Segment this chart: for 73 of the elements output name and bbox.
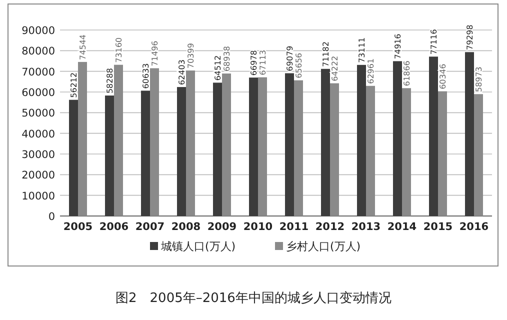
- data-label: 56212: [70, 72, 78, 98]
- bar: [438, 91, 447, 216]
- y-tick-label: 40000: [22, 128, 55, 140]
- bar: [474, 94, 483, 216]
- data-label: 73111: [358, 37, 366, 63]
- bar: [105, 96, 114, 216]
- data-label: 74916: [394, 34, 402, 60]
- bar: [465, 52, 474, 216]
- data-label: 61866: [402, 60, 412, 86]
- y-tick-label: 30000: [22, 149, 55, 161]
- data-label: 69079: [286, 46, 294, 72]
- data-label: 58288: [106, 68, 114, 94]
- bar: [258, 77, 267, 216]
- x-tick-label: 2009: [207, 221, 237, 233]
- bar: [429, 56, 438, 216]
- y-tick-label: 50000: [22, 108, 55, 120]
- data-label: 62403: [178, 60, 186, 86]
- data-label: 66978: [250, 50, 258, 76]
- bar: [249, 78, 258, 216]
- bar: [177, 87, 186, 216]
- bar: [366, 86, 375, 216]
- bar: [78, 62, 87, 216]
- bar: [294, 80, 303, 216]
- data-label: 60346: [438, 64, 448, 90]
- data-label: 79298: [466, 24, 474, 50]
- text: 图2 2005年–2016年中国的城乡人口变动情况: [116, 291, 392, 306]
- data-label: 60633: [142, 63, 150, 89]
- x-tick-label: 2007: [135, 221, 165, 233]
- x-tick-label: 2008: [171, 221, 201, 233]
- x-tick-label: 2006: [99, 221, 129, 233]
- bar: [69, 100, 78, 216]
- data-label: 70399: [186, 43, 196, 69]
- bar: [330, 83, 339, 216]
- data-label: 77116: [430, 29, 438, 55]
- bar: [114, 64, 123, 216]
- bar: [357, 64, 366, 216]
- bar: [393, 61, 402, 216]
- bar: [222, 74, 231, 216]
- y-tick-label: 20000: [22, 170, 55, 182]
- x-tick-label: 2011: [279, 221, 309, 233]
- data-label: 58973: [474, 66, 484, 92]
- data-label: 62961: [366, 58, 376, 84]
- data-label: 71182: [322, 41, 330, 67]
- x-tick-label: 2013: [351, 221, 381, 233]
- bar: [186, 70, 195, 216]
- bar: [213, 82, 222, 216]
- y-tick-label: 70000: [22, 66, 55, 78]
- y-tick-label: 80000: [22, 46, 55, 58]
- bar: [285, 73, 294, 216]
- y-tick-label: 90000: [22, 25, 55, 37]
- x-tick-label: 2015: [423, 221, 453, 233]
- data-label: 71496: [150, 40, 160, 66]
- bar: [321, 68, 330, 216]
- y-tick-label: 10000: [22, 190, 55, 202]
- data-label: 65656: [294, 52, 304, 78]
- legend-label: 城镇人口(万人): [160, 240, 236, 253]
- data-label: 64222: [330, 56, 340, 82]
- data-label: 74544: [78, 34, 88, 60]
- x-tick-label: 2012: [315, 221, 345, 233]
- y-tick-label: 0: [48, 211, 55, 223]
- x-tick-label: 2016: [459, 221, 489, 233]
- legend-label: 乡村人口(万人): [286, 240, 361, 253]
- x-tick-label: 2005: [63, 221, 93, 233]
- bar: [150, 68, 159, 216]
- data-label: 64512: [214, 55, 222, 81]
- bar: [141, 90, 150, 216]
- data-label: 67113: [258, 50, 268, 76]
- y-tick-label: 60000: [22, 87, 55, 99]
- data-label: 68938: [222, 46, 232, 72]
- bar: [402, 88, 411, 216]
- x-tick-label: 2014: [387, 221, 417, 233]
- data-label: 73160: [114, 37, 124, 63]
- x-tick-label: 2010: [243, 221, 273, 233]
